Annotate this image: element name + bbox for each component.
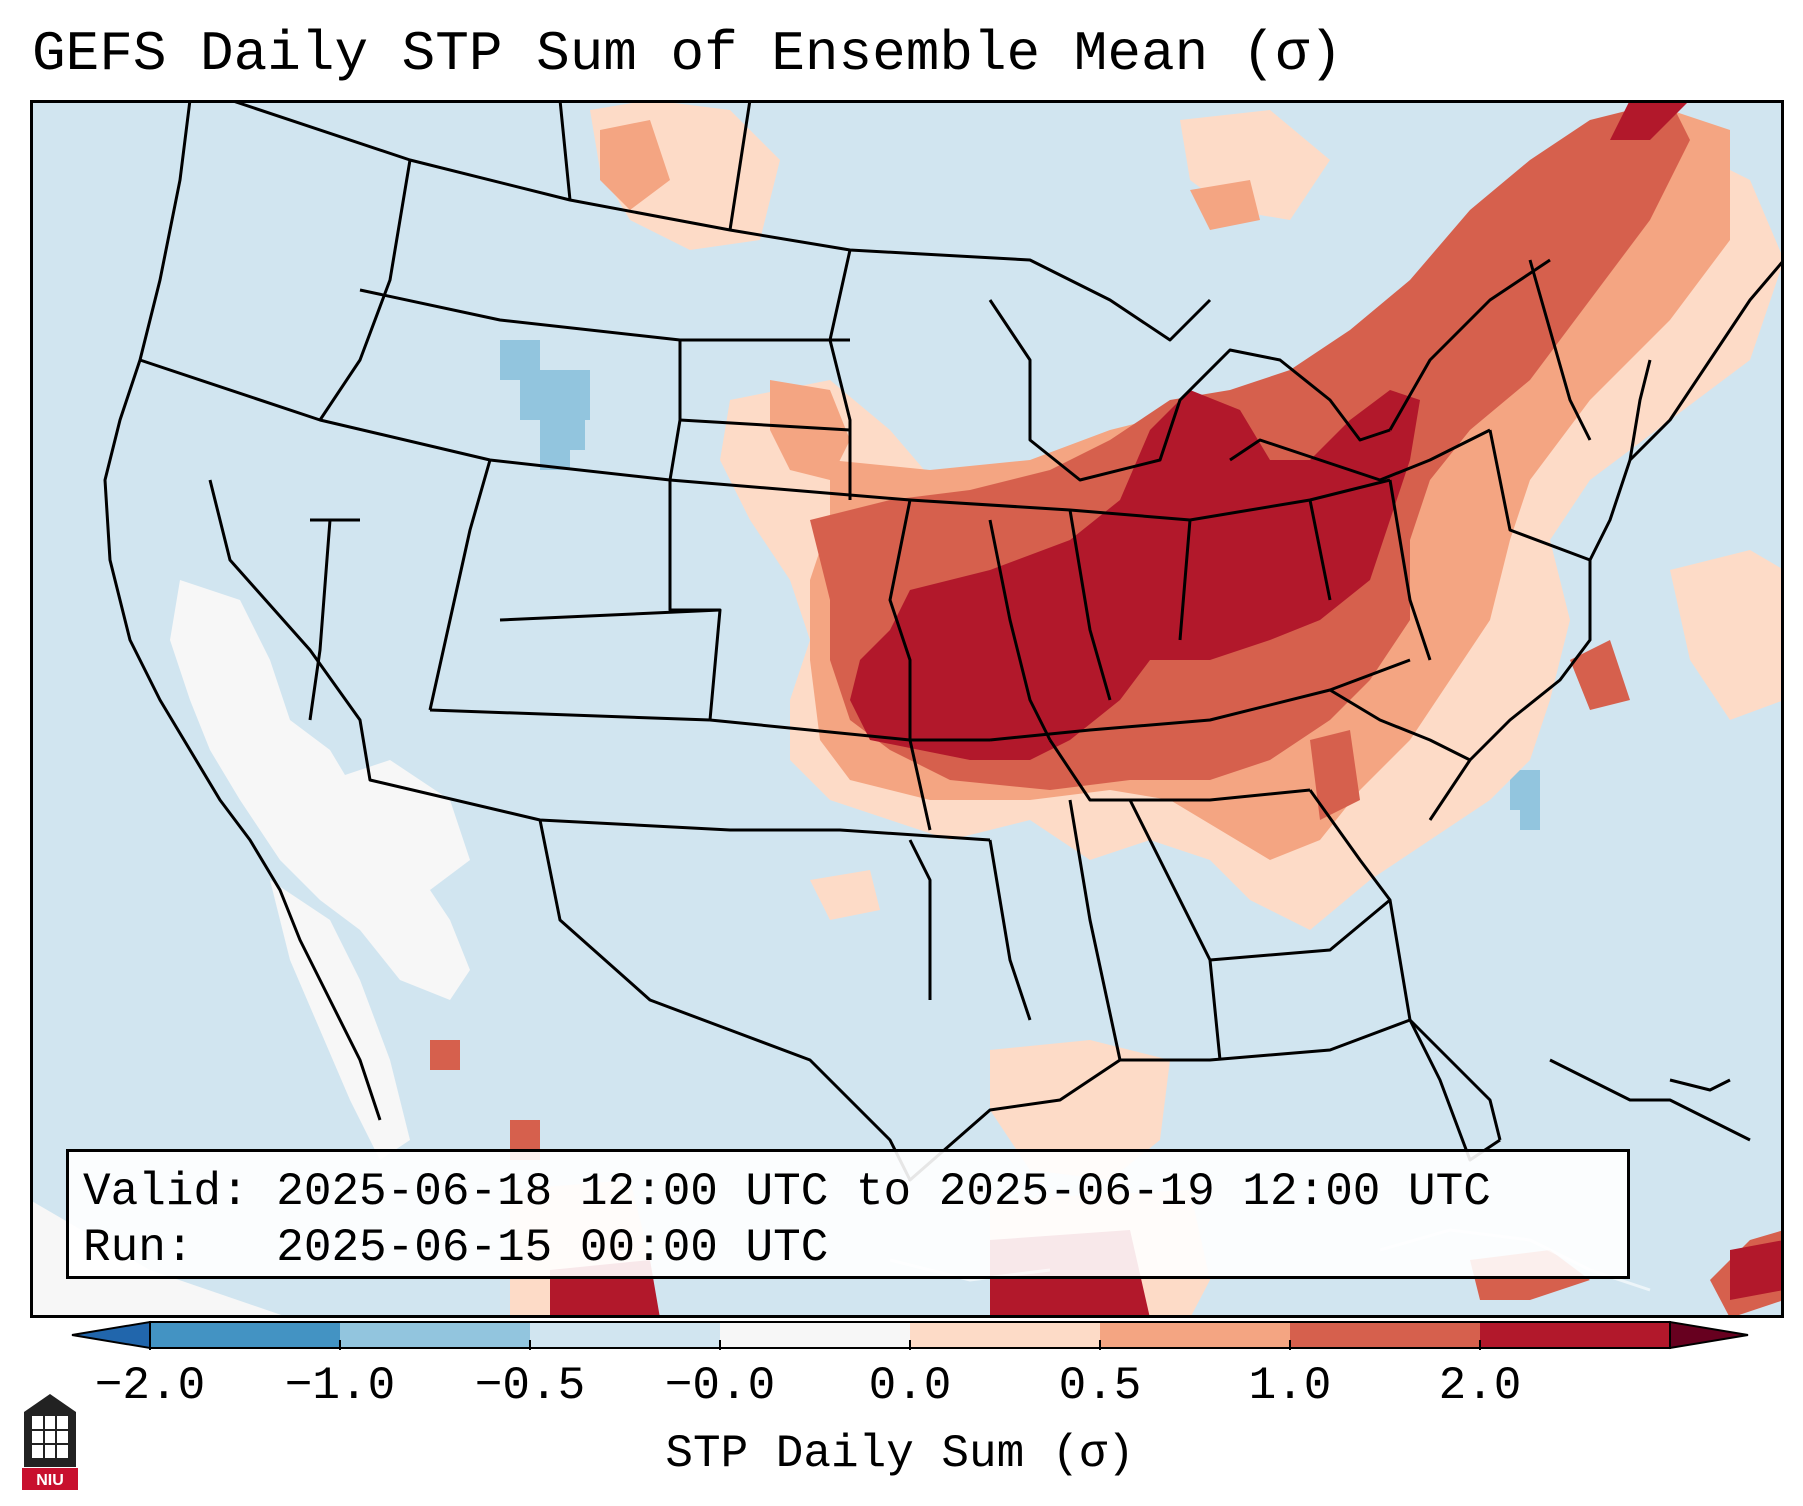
colorbar (71, 1320, 1749, 1350)
colorbar-bin (1290, 1322, 1480, 1348)
colorbar-bin (150, 1322, 340, 1348)
colorbar-bin (1100, 1322, 1290, 1348)
svg-text:NIU: NIU (36, 1472, 64, 1489)
colorbar-tick-label: 1.0 (1248, 1360, 1332, 1412)
colorbar-bin (340, 1322, 530, 1348)
colorbar-tick-label: 0.5 (1058, 1360, 1142, 1412)
colorbar-tick-label: −1.0 (284, 1360, 396, 1412)
colorbar-tick-label: 2.0 (1438, 1360, 1522, 1412)
run-time-line: Run: 2025-06-15 00:00 UTC (83, 1222, 829, 1274)
colorbar-extend-low (71, 1320, 151, 1350)
colorbar-extend-high (1669, 1320, 1749, 1350)
colorbar-tick-label: −0.0 (664, 1360, 776, 1412)
colorbar-bin (1480, 1322, 1670, 1348)
negative-anomaly-patches (500, 340, 1540, 830)
niu-logo: NIU (22, 1394, 78, 1490)
colorbar-bin (720, 1322, 910, 1348)
colorbar-bin (530, 1322, 720, 1348)
colorbar-tick-label: −0.5 (474, 1360, 586, 1412)
valid-time-line: Valid: 2025-06-18 12:00 UTC to 2025-06-1… (83, 1166, 1491, 1218)
stp-anomaly-map (30, 100, 1784, 1318)
valid-run-info-box: Valid: 2025-06-18 12:00 UTC to 2025-06-1… (66, 1149, 1630, 1279)
map-frame (30, 100, 1784, 1318)
colorbar-title: STP Daily Sum (σ) (665, 1428, 1135, 1480)
colorbar-tick-label: 0.0 (868, 1360, 952, 1412)
map-title: GEFS Daily STP Sum of Ensemble Mean (σ) (32, 22, 1343, 86)
colorbar-tick-label: −2.0 (94, 1360, 206, 1412)
colorbar-bin (910, 1322, 1100, 1348)
